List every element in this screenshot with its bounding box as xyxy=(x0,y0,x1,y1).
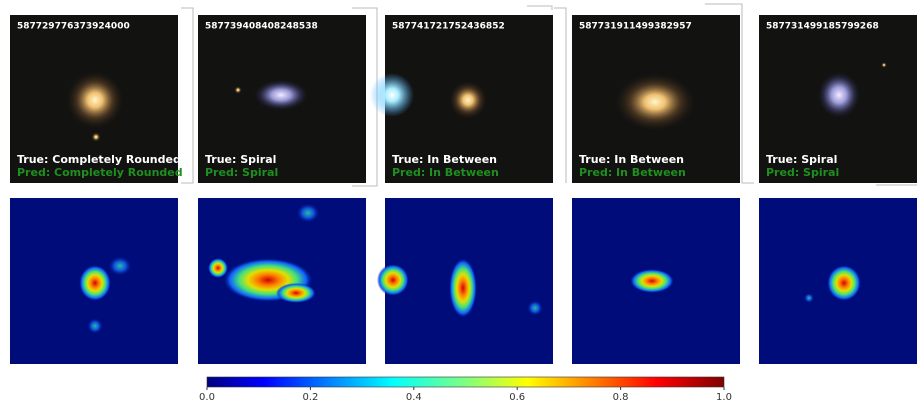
galaxy-blob xyxy=(881,62,887,68)
object-id: 587731499185799268 xyxy=(766,22,879,32)
heat-blob xyxy=(79,265,111,301)
true-label: True: Spiral xyxy=(205,153,276,166)
galaxy-blob xyxy=(91,132,101,142)
colorbar-tick-label: 1.0 xyxy=(716,392,732,402)
galaxy-blob xyxy=(253,79,309,111)
colorbar-tick-label: 0.4 xyxy=(406,392,422,402)
heat-blob xyxy=(208,258,228,278)
galaxy-blob xyxy=(613,72,697,132)
heat-blob xyxy=(527,300,543,316)
galaxy-blob xyxy=(370,73,414,117)
figure: 587729776373924000 True: Completely Round… xyxy=(0,0,917,402)
heat-blob xyxy=(296,203,320,223)
panel: 587729776373924000 True: Completely Round… xyxy=(10,15,183,364)
object-id: 587729776373924000 xyxy=(17,22,130,32)
object-id: 587741721752436852 xyxy=(392,22,505,32)
pred-label: Pred: In Between xyxy=(579,166,686,179)
panel: 587741721752436852 True: In BetweenPred: … xyxy=(370,15,553,364)
galaxy-blob xyxy=(234,86,242,94)
object-id: 587731911499382957 xyxy=(579,22,692,32)
heat-blob xyxy=(108,256,132,276)
colorbar xyxy=(207,377,724,387)
true-label: True: In Between xyxy=(579,153,684,166)
heat-blob xyxy=(804,293,814,303)
true-label: True: In Between xyxy=(392,153,497,166)
true-label: True: Spiral xyxy=(766,153,837,166)
heat-blob xyxy=(827,265,861,301)
colorbar-tick-label: 0.6 xyxy=(509,392,525,402)
heat-blob xyxy=(377,264,409,296)
heat-blob xyxy=(630,269,674,293)
object-id: 587739408408248538 xyxy=(205,22,318,32)
heat-blob xyxy=(449,258,477,318)
heat-blob xyxy=(87,318,103,334)
colorbar-tick-label: 0.0 xyxy=(199,392,215,402)
true-label: True: Completely Rounded xyxy=(17,153,181,166)
pred-label: Pred: In Between xyxy=(392,166,499,179)
galaxy-blob xyxy=(817,71,861,119)
pred-label: Pred: Spiral xyxy=(205,166,278,179)
galaxy-blob xyxy=(65,70,125,130)
pred-label: Pred: Completely Rounded xyxy=(17,166,183,179)
heat-blob xyxy=(276,283,316,303)
pred-label: Pred: Spiral xyxy=(766,166,839,179)
panel: 587731911499382957 True: In BetweenPred: … xyxy=(572,15,740,364)
colorbar-tick-label: 0.8 xyxy=(613,392,629,402)
colorbar-tick-label: 0.2 xyxy=(302,392,318,402)
galaxy-blob xyxy=(448,80,488,120)
